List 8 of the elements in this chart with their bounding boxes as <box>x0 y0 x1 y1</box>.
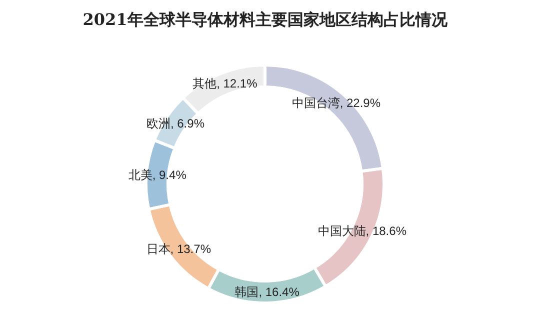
slice-label: 欧洲, 6.9% <box>146 116 205 131</box>
slice-label: 中国台湾, 22.9% <box>292 96 381 110</box>
slice-label: 其他, 12.1% <box>192 76 258 91</box>
slice-label: 中国大陆, 18.6% <box>318 224 407 238</box>
slice-label: 日本, 13.7% <box>146 242 212 256</box>
chart-title: 2021年全球半导体材料主要国家地区结构占比情况 <box>82 10 448 29</box>
slice-label: 北美, 9.4% <box>128 168 187 182</box>
slice-label: 韩国, 16.4% <box>234 284 300 299</box>
